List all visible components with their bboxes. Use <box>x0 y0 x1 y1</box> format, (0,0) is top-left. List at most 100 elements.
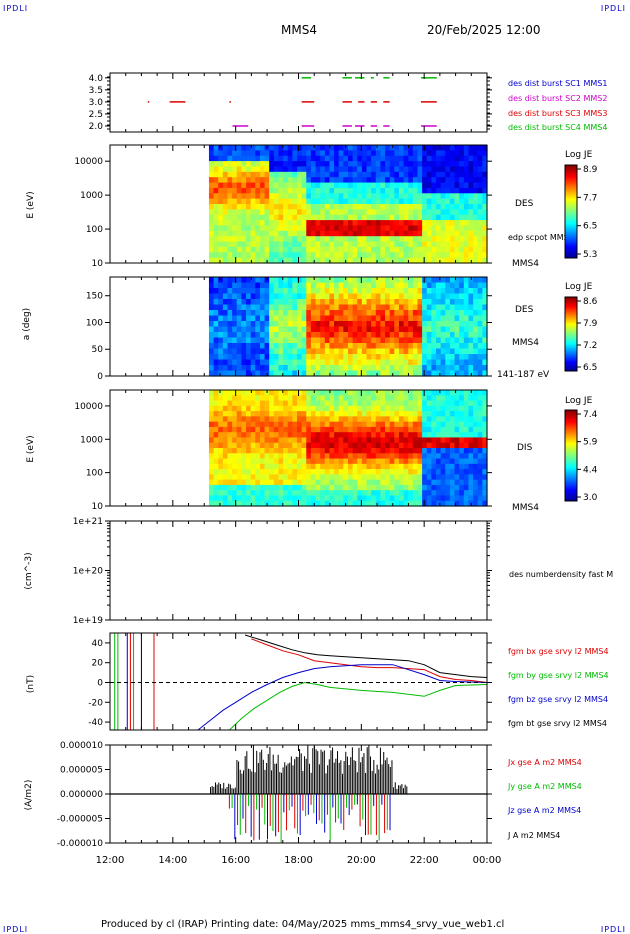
des-energy-cell <box>236 204 242 210</box>
dis-energy-cell <box>463 411 470 417</box>
dis-energy-cell <box>357 426 363 433</box>
des-pitch-cell <box>232 326 238 333</box>
des-pitch-cell <box>310 359 317 366</box>
dis-energy-cell <box>449 463 456 470</box>
des-pitch-cell <box>449 359 456 366</box>
dis-energy-cell <box>468 395 474 402</box>
des-energy-cell <box>417 182 423 189</box>
des-pitch-cell <box>208 299 215 306</box>
des-energy-cell <box>431 155 437 162</box>
des-energy-cell <box>310 155 317 162</box>
des-pitch-cell <box>310 315 317 322</box>
dis-energy-cell <box>310 426 317 433</box>
des-pitch-cell <box>334 370 340 377</box>
dis-energy-cell <box>408 453 414 460</box>
des-energy-cell <box>297 214 303 221</box>
des-pitch-cell <box>394 299 400 306</box>
des-energy-cell <box>408 257 414 264</box>
des-pitch-cell <box>449 337 456 344</box>
des-energy-cell <box>398 241 405 248</box>
des-pitch-cell <box>468 282 474 289</box>
dis-energy-cell <box>334 426 340 433</box>
des-pitch-cell <box>278 348 284 355</box>
des-pitch-cell <box>468 337 474 344</box>
dis-energy-cell <box>329 395 335 402</box>
dis-energy-cell <box>241 390 247 396</box>
des-pitch-cell <box>222 354 229 361</box>
des-energy-cell <box>352 246 358 253</box>
des-pitch-cell <box>380 326 386 333</box>
des-pitch-cell <box>417 370 423 377</box>
fgm-legend-bt: fgm bt gse srvy l2 MMS4 <box>508 719 607 728</box>
dis-energy-cell <box>246 405 252 412</box>
des-pitch-cell <box>297 365 303 372</box>
dis-energy-cell <box>269 416 275 423</box>
des-pitch-cell <box>306 337 312 344</box>
dis-energy-cell <box>412 500 419 507</box>
dis-energy-cell <box>315 437 321 444</box>
des-pitch-cell <box>329 277 335 284</box>
dis-energy-cell <box>227 426 233 433</box>
dis-energy-cell <box>394 490 400 497</box>
des-energy-cell <box>473 177 479 184</box>
des-pitch-cell <box>361 365 368 372</box>
dis-energy-cell <box>463 432 470 439</box>
des-pitch-cell <box>375 343 382 350</box>
des-pitch-cell <box>320 321 326 328</box>
des-pitch-cell <box>250 293 256 300</box>
dis-energy-cell <box>269 395 275 402</box>
des-energy-cell <box>436 161 442 168</box>
dis-energy-cell <box>213 426 219 433</box>
des-pitch-cell <box>449 310 456 317</box>
des-pitch-cell <box>329 343 335 350</box>
dis-energy-cell <box>473 442 479 449</box>
dis-energy-cell <box>218 437 224 444</box>
des-pitch-cell <box>422 343 428 350</box>
des-energy-cell <box>357 166 363 173</box>
dis-energy-cell <box>255 416 261 423</box>
des-energy-cell <box>445 214 451 221</box>
dis-energy-cell <box>320 421 326 428</box>
des-energy-cell <box>218 182 224 189</box>
des-pitch-cell <box>338 304 344 311</box>
des-energy-cell <box>292 177 298 184</box>
dis-energy-cell <box>398 500 405 507</box>
des-pitch-cell <box>287 348 293 355</box>
des-energy-cell <box>338 161 344 168</box>
des-energy-cell <box>292 155 298 162</box>
des-pitch-cell <box>440 282 446 289</box>
dis-energy-cell <box>343 484 349 491</box>
dis-energy-cell <box>292 484 298 491</box>
dis-energy-cell <box>412 474 419 481</box>
des-pitch-cell <box>222 332 229 339</box>
des-pitch-cell <box>449 288 456 295</box>
des-pitch-cell <box>417 343 423 350</box>
des-pitch-cell <box>264 310 270 317</box>
des-energy-cell <box>394 161 400 168</box>
des-pitch-cell <box>371 326 377 333</box>
des-pitch-cell <box>222 359 229 366</box>
des-pitch-cell <box>375 315 382 322</box>
dis-energy-cell <box>232 411 238 417</box>
des-pitch-cell <box>463 277 470 284</box>
des-energy-cell <box>315 225 321 232</box>
dis-energy-ytick-label: 10000 <box>74 402 103 412</box>
dis-energy-cell <box>426 400 432 407</box>
dis-energy-cell <box>306 437 312 444</box>
des-energy-cell <box>440 241 446 248</box>
des-pitch-cell <box>227 343 233 350</box>
des-energy-cell <box>283 252 289 259</box>
dis-energy-cell <box>385 437 391 444</box>
dis-energy-cell <box>343 458 349 465</box>
dis-energy-cell <box>352 400 358 407</box>
des-energy-cell <box>431 177 437 184</box>
dis-energy-cell <box>440 463 446 470</box>
des-pitch-cell <box>292 282 298 289</box>
des-energy-cell <box>431 241 437 248</box>
des-energy-cell <box>283 241 289 248</box>
dis-energy-cell <box>436 490 442 497</box>
des-energy-cell <box>232 209 238 216</box>
des-energy-cell <box>347 257 354 264</box>
dis-energy-cell <box>320 390 326 396</box>
des-energy-cell <box>385 220 391 227</box>
